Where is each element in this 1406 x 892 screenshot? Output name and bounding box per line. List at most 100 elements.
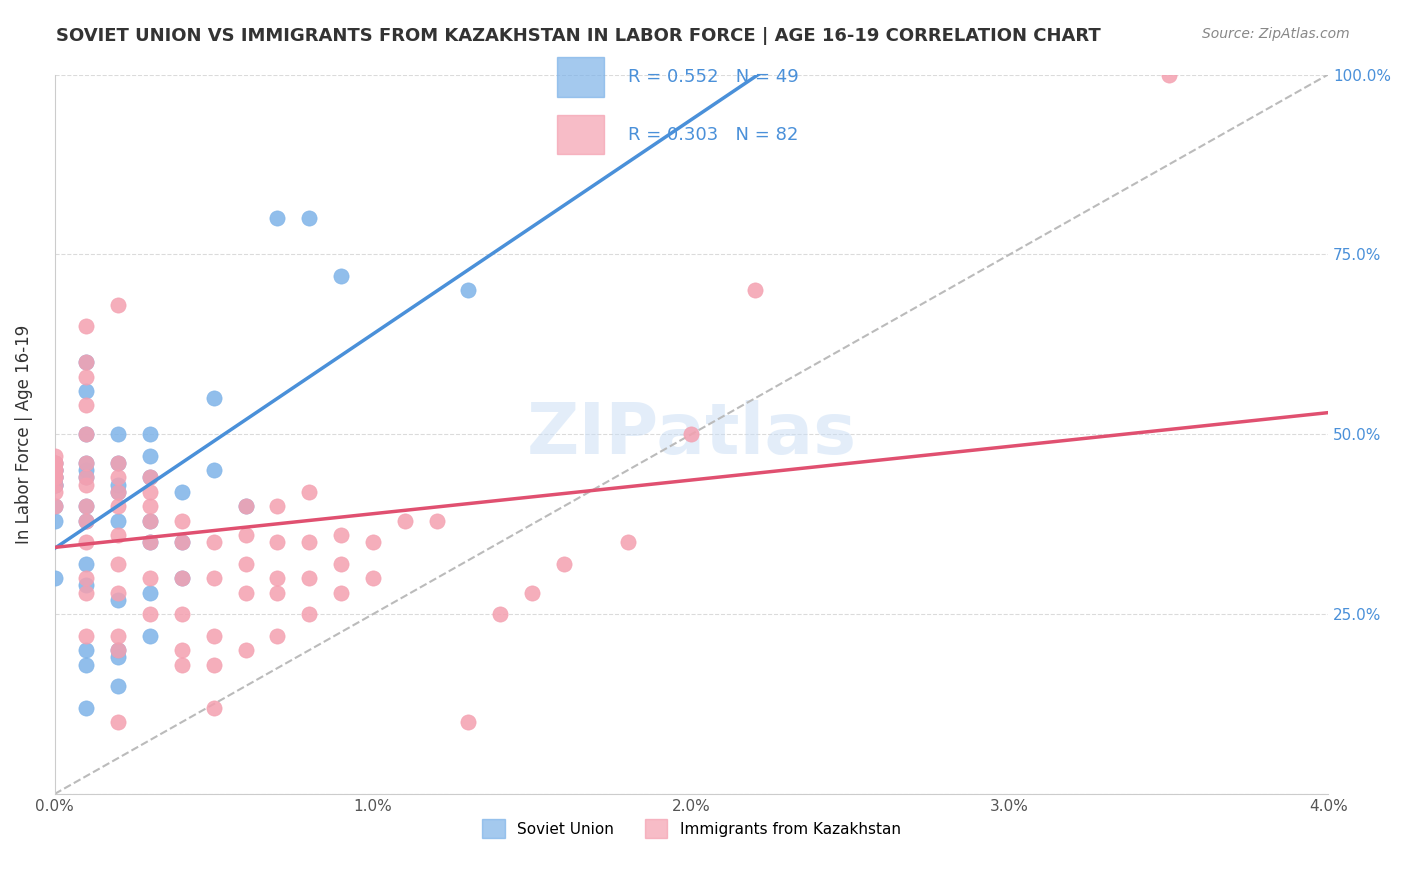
Point bbox=[107, 456, 129, 470]
Point bbox=[75, 427, 97, 442]
Point bbox=[75, 500, 97, 514]
Point bbox=[107, 484, 129, 499]
Point bbox=[266, 211, 288, 226]
Point bbox=[235, 643, 257, 657]
Point bbox=[44, 456, 66, 470]
Point bbox=[44, 463, 66, 477]
Point bbox=[170, 484, 193, 499]
Point bbox=[616, 535, 638, 549]
Point bbox=[139, 629, 162, 643]
Point bbox=[107, 427, 129, 442]
Point bbox=[44, 500, 66, 514]
FancyBboxPatch shape bbox=[557, 57, 605, 97]
Point bbox=[44, 463, 66, 477]
Point bbox=[426, 514, 449, 528]
Point bbox=[44, 571, 66, 585]
Point bbox=[266, 500, 288, 514]
Point bbox=[266, 629, 288, 643]
Point bbox=[202, 392, 225, 406]
FancyBboxPatch shape bbox=[557, 114, 605, 154]
Point bbox=[44, 449, 66, 463]
Point bbox=[44, 470, 66, 484]
Point bbox=[75, 470, 97, 484]
Point bbox=[75, 629, 97, 643]
Point bbox=[170, 535, 193, 549]
Text: ZIPatlas: ZIPatlas bbox=[526, 400, 856, 469]
Point bbox=[75, 643, 97, 657]
Point bbox=[361, 571, 384, 585]
Point bbox=[457, 714, 479, 729]
Point bbox=[75, 456, 97, 470]
Point bbox=[361, 535, 384, 549]
Point bbox=[107, 650, 129, 665]
Point bbox=[75, 557, 97, 571]
Text: R = 0.303   N = 82: R = 0.303 N = 82 bbox=[628, 126, 799, 144]
Point bbox=[139, 500, 162, 514]
Point bbox=[44, 470, 66, 484]
Point bbox=[170, 657, 193, 672]
Point bbox=[298, 484, 321, 499]
Point bbox=[170, 535, 193, 549]
Point bbox=[202, 571, 225, 585]
Point bbox=[75, 514, 97, 528]
Point bbox=[330, 528, 353, 542]
Point bbox=[520, 585, 543, 599]
Point bbox=[394, 514, 416, 528]
Point bbox=[202, 535, 225, 549]
Point bbox=[75, 514, 97, 528]
Point bbox=[107, 470, 129, 484]
Point bbox=[107, 500, 129, 514]
Text: Source: ZipAtlas.com: Source: ZipAtlas.com bbox=[1202, 27, 1350, 41]
Point bbox=[75, 463, 97, 477]
Point bbox=[44, 484, 66, 499]
Point bbox=[170, 643, 193, 657]
Point bbox=[170, 571, 193, 585]
Point bbox=[170, 514, 193, 528]
Point bbox=[235, 500, 257, 514]
Point bbox=[44, 456, 66, 470]
Point bbox=[139, 571, 162, 585]
Point bbox=[75, 585, 97, 599]
Point bbox=[44, 477, 66, 491]
Point bbox=[75, 384, 97, 398]
Point bbox=[457, 284, 479, 298]
Point bbox=[75, 456, 97, 470]
Point bbox=[139, 449, 162, 463]
Point bbox=[107, 484, 129, 499]
Point bbox=[330, 585, 353, 599]
Point bbox=[44, 463, 66, 477]
Point bbox=[139, 607, 162, 621]
Point bbox=[107, 456, 129, 470]
Point bbox=[298, 607, 321, 621]
Point bbox=[107, 585, 129, 599]
Point bbox=[139, 470, 162, 484]
Point bbox=[330, 268, 353, 283]
Point bbox=[107, 477, 129, 491]
Point bbox=[235, 500, 257, 514]
Point bbox=[266, 535, 288, 549]
Point bbox=[75, 355, 97, 369]
Legend: Soviet Union, Immigrants from Kazakhstan: Soviet Union, Immigrants from Kazakhstan bbox=[475, 814, 907, 844]
Point bbox=[235, 585, 257, 599]
Point bbox=[139, 535, 162, 549]
Point bbox=[75, 571, 97, 585]
Point bbox=[44, 470, 66, 484]
Point bbox=[107, 592, 129, 607]
Point bbox=[75, 700, 97, 714]
Point bbox=[44, 477, 66, 491]
Point bbox=[298, 535, 321, 549]
Point bbox=[139, 484, 162, 499]
Point bbox=[202, 657, 225, 672]
Point bbox=[44, 514, 66, 528]
Point bbox=[75, 355, 97, 369]
Point bbox=[75, 477, 97, 491]
Point bbox=[139, 427, 162, 442]
Point bbox=[75, 427, 97, 442]
Point bbox=[235, 557, 257, 571]
Point bbox=[75, 578, 97, 592]
Point bbox=[330, 557, 353, 571]
Point bbox=[44, 463, 66, 477]
Point bbox=[139, 585, 162, 599]
Point bbox=[202, 700, 225, 714]
Point bbox=[75, 535, 97, 549]
